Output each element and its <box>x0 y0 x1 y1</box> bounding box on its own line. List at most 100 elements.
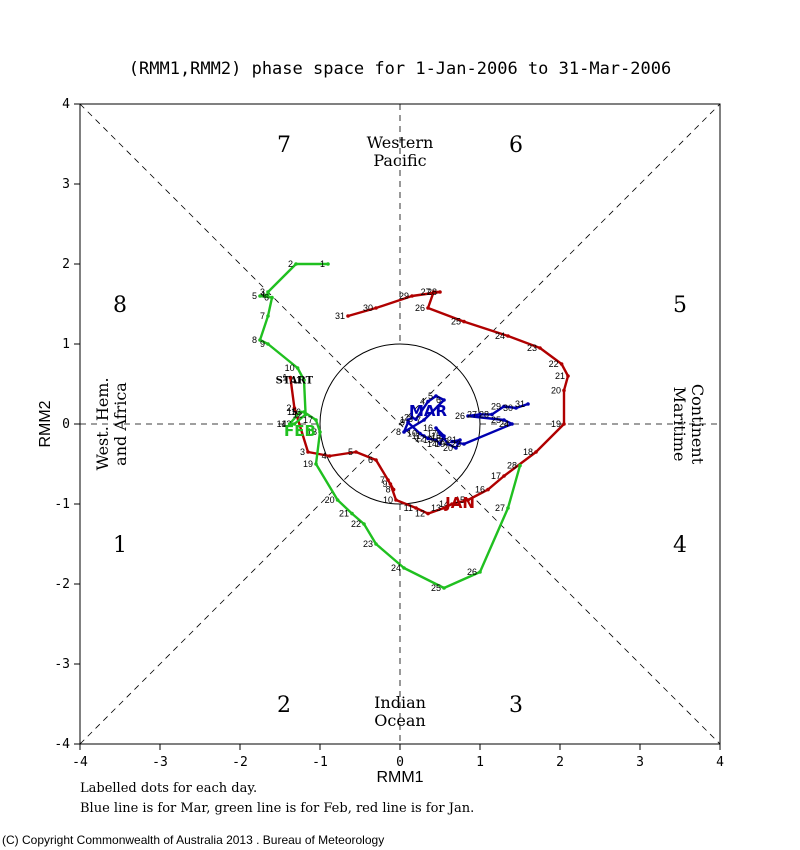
day-point <box>490 412 494 417</box>
day-label: 19 <box>435 439 445 449</box>
day-label: 6 <box>436 395 441 405</box>
chart-title: (RMM1,RMM2) phase space for 1-Jan-2006 t… <box>129 59 671 79</box>
day-point <box>502 418 506 422</box>
day-label: 30 <box>503 403 513 413</box>
day-point <box>391 487 396 492</box>
day-point <box>562 422 566 426</box>
region-label-bottom: Ocean <box>374 711 425 730</box>
day-point <box>292 422 297 426</box>
day-label: 17 <box>303 415 313 425</box>
day-point <box>562 388 566 393</box>
day-label: 5 <box>252 291 257 301</box>
day-label: 8 <box>252 335 257 345</box>
phase-number: 7 <box>277 133 291 158</box>
day-label: 16 <box>423 423 433 433</box>
y-tick-label: -4 <box>54 737 70 752</box>
day-label: 18 <box>523 447 533 457</box>
day-label: 14 <box>439 499 449 509</box>
day-point <box>292 406 297 410</box>
series-line <box>258 262 522 590</box>
day-point <box>466 414 470 418</box>
y-tick-label: 3 <box>62 177 70 192</box>
day-label: 12 <box>415 433 425 443</box>
day-point <box>314 418 318 422</box>
day-point <box>506 334 510 338</box>
phase-number: 5 <box>673 293 687 318</box>
day-point <box>354 450 358 454</box>
day-label: 27 <box>421 287 431 297</box>
day-point <box>386 478 390 482</box>
x-tick-label: -3 <box>152 755 168 770</box>
start-label: START <box>276 376 314 387</box>
day-point <box>438 290 442 294</box>
day-label: 20 <box>325 495 335 505</box>
x-tick-label: 1 <box>476 755 484 770</box>
day-label: 23 <box>451 439 461 449</box>
day-label: 24 <box>391 563 401 573</box>
day-point <box>318 430 322 434</box>
day-label: 7 <box>260 311 265 321</box>
day-label: 11 <box>404 503 413 513</box>
day-label: 7 <box>380 475 385 485</box>
phase-number: 4 <box>673 533 687 558</box>
day-label: 27 <box>467 409 477 419</box>
day-point <box>434 426 438 430</box>
day-point <box>418 431 422 436</box>
day-label: 18 <box>431 433 441 443</box>
day-point <box>410 415 414 420</box>
month-label: JAN <box>444 494 475 512</box>
day-point <box>502 404 506 409</box>
day-point <box>402 566 406 570</box>
day-label: 10 <box>383 495 393 505</box>
day-label: 16 <box>475 485 485 495</box>
day-label: 28 <box>479 409 489 419</box>
day-label: 13 <box>423 435 433 445</box>
region-label-top: Western <box>367 133 434 152</box>
footnote-line-1: Labelled dots for each day. <box>80 781 257 796</box>
day-point <box>350 511 354 516</box>
day-point <box>442 506 446 510</box>
day-point <box>314 462 318 466</box>
day-label: 5 <box>348 447 353 457</box>
day-label: 12 <box>415 509 425 519</box>
day-label: 13 <box>281 419 291 429</box>
day-point <box>426 399 430 404</box>
month-label: MAR <box>409 402 448 420</box>
day-point <box>450 502 454 506</box>
day-point <box>410 294 414 298</box>
day-label: 6 <box>264 293 269 303</box>
day-label: 15 <box>455 495 465 505</box>
diagonal-guide <box>79 103 721 745</box>
day-label: 25 <box>491 415 501 425</box>
day-point <box>426 306 430 310</box>
day-label: 11 <box>412 431 421 441</box>
day-point <box>298 410 302 414</box>
day-point <box>518 463 522 468</box>
region-label-top: Pacific <box>373 151 426 170</box>
day-label: 12 <box>293 409 303 419</box>
day-point <box>335 498 340 502</box>
region-label-right: Continent <box>688 384 707 465</box>
month-label: FEB <box>284 422 316 440</box>
day-label: 20 <box>443 443 453 453</box>
day-point <box>374 542 378 546</box>
y-tick-label: 4 <box>62 97 70 112</box>
day-point <box>442 586 446 590</box>
copyright-notice: (C) Copyright Commonwealth of Australia … <box>2 833 384 847</box>
day-label: 10 <box>407 429 417 439</box>
day-point <box>434 438 438 442</box>
day-label: 10 <box>285 363 295 373</box>
day-label: 30 <box>363 303 373 313</box>
day-label: 24 <box>499 419 509 429</box>
x-tick-label: 3 <box>636 755 644 770</box>
day-label: 2 <box>286 403 291 413</box>
day-label: 31 <box>515 399 525 409</box>
phase-number: 3 <box>509 693 523 718</box>
day-point <box>258 294 262 298</box>
day-point <box>506 506 510 510</box>
day-point <box>431 290 436 294</box>
day-point <box>422 418 426 422</box>
